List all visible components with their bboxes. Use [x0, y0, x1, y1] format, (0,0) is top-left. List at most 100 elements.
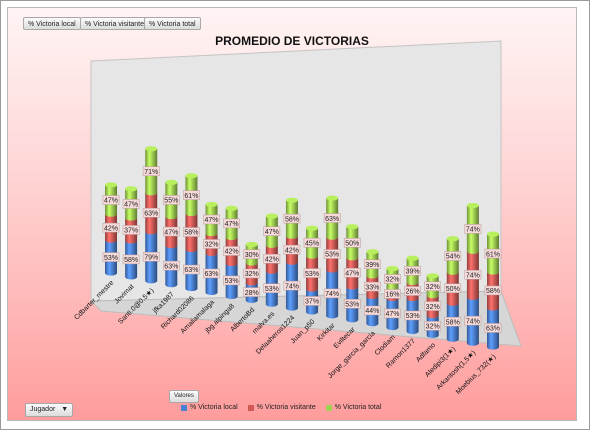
- data-label: 44%: [365, 308, 379, 315]
- data-label-box: [404, 286, 421, 296]
- data-label-box: [102, 252, 120, 262]
- data-label-box: [444, 283, 462, 294]
- data-label: 32%: [205, 242, 219, 249]
- data-label: 47%: [124, 202, 138, 209]
- data-label: 45%: [305, 240, 319, 247]
- data-label: 55%: [164, 198, 178, 205]
- data-label: 58%: [446, 319, 460, 326]
- data-label: 28%: [245, 290, 259, 297]
- data-label: 53%: [325, 252, 339, 259]
- legend-label-total: % Victoria total: [334, 404, 382, 411]
- data-label-box: [484, 248, 502, 259]
- data-label-box: [142, 252, 160, 262]
- bar-cap: [346, 224, 359, 230]
- data-label: 71%: [144, 169, 158, 176]
- data-label-box: [283, 244, 301, 255]
- data-label-box: [102, 195, 120, 205]
- legend: % Victoria local % Victoria visitante % …: [181, 404, 381, 411]
- data-label-box: [183, 264, 200, 275]
- data-label-box: [243, 287, 261, 297]
- data-label-box: [203, 214, 220, 225]
- data-label-box: [323, 213, 341, 223]
- data-label: 53%: [345, 302, 359, 309]
- data-label: 32%: [426, 304, 440, 311]
- data-label: 58%: [486, 288, 500, 295]
- bar-cap: [105, 182, 117, 188]
- category-label: Moebius_732(★): [454, 353, 497, 396]
- data-label: 32%: [426, 284, 440, 291]
- category-label: Arkantosh(1,5★): [435, 349, 478, 392]
- legend-item-visitante: % Victoria visitante: [247, 404, 316, 411]
- data-label: 63%: [205, 271, 219, 278]
- data-label: 37%: [124, 228, 138, 235]
- data-label-box: [263, 254, 281, 264]
- data-label-box: [424, 321, 442, 331]
- data-label-box: [243, 268, 261, 279]
- data-label: 74%: [325, 291, 339, 298]
- data-label-box: [343, 299, 361, 309]
- data-label: 53%: [265, 286, 279, 293]
- bar-cap: [426, 273, 439, 279]
- bar-cap: [205, 201, 218, 208]
- data-label-box: [384, 289, 401, 299]
- data-label: 74%: [466, 272, 480, 279]
- data-label: 63%: [144, 210, 158, 217]
- data-label-box: [444, 251, 462, 261]
- data-label: 58%: [285, 216, 299, 223]
- legend-swatch-total: [325, 404, 332, 411]
- data-label: 47%: [345, 271, 359, 278]
- data-label-box: [203, 239, 220, 249]
- legend-swatch-local: [181, 404, 187, 411]
- data-label-box: [122, 225, 140, 235]
- data-label: 47%: [164, 229, 178, 236]
- bar-cap: [366, 249, 379, 255]
- data-label-box: [142, 166, 160, 176]
- data-label: 39%: [365, 262, 379, 269]
- data-label-box: [203, 268, 220, 279]
- data-label-box: [142, 208, 160, 218]
- data-label-box: [223, 275, 240, 286]
- data-label-box: [384, 308, 401, 319]
- data-label-box: [464, 270, 482, 280]
- data-label: 58%: [184, 230, 198, 237]
- bar-cap: [326, 195, 339, 201]
- data-label-box: [283, 213, 301, 224]
- data-label-box: [243, 249, 261, 260]
- data-label: 63%: [486, 326, 500, 333]
- data-label: 50%: [446, 286, 460, 293]
- data-label: 53%: [225, 278, 239, 285]
- bar-cap: [386, 266, 399, 272]
- bar-cap: [306, 225, 319, 231]
- jugador-filter-button[interactable]: Jugador ▼: [25, 403, 74, 417]
- bar-cap: [125, 186, 138, 192]
- data-label: 74%: [285, 283, 299, 290]
- legend-item-total: % Victoria total: [325, 404, 382, 411]
- data-label-box: [364, 259, 381, 270]
- legend-swatch-visitante: [247, 404, 254, 411]
- valores-field-button[interactable]: Valores: [169, 390, 199, 403]
- data-label: 26%: [406, 289, 420, 296]
- data-label-box: [464, 315, 482, 326]
- bar-cap: [265, 213, 278, 219]
- data-label-box: [384, 274, 401, 284]
- data-label-box: [162, 260, 180, 271]
- data-label-box: [484, 285, 502, 296]
- data-label: 54%: [446, 254, 460, 261]
- data-label-box: [162, 195, 180, 205]
- category-label: Clodiam: [374, 334, 397, 357]
- category-label: Jorge_garcia_garcia: [327, 330, 377, 380]
- data-label: 58%: [124, 257, 138, 264]
- legend-label-visitante: % Victoria visitante: [256, 404, 316, 411]
- bar-cap: [446, 236, 459, 242]
- data-label-box: [183, 190, 200, 200]
- data-label-box: [263, 226, 281, 236]
- data-label-box: [343, 237, 361, 248]
- data-label: 50%: [345, 240, 359, 247]
- field-button-total[interactable]: % Victoria total: [144, 17, 201, 30]
- data-label: 47%: [104, 198, 118, 205]
- data-label-box: [122, 254, 140, 265]
- data-label-box: [303, 268, 321, 278]
- data-label: 53%: [104, 255, 118, 262]
- data-label-box: [303, 296, 321, 306]
- data-label-box: [223, 218, 240, 229]
